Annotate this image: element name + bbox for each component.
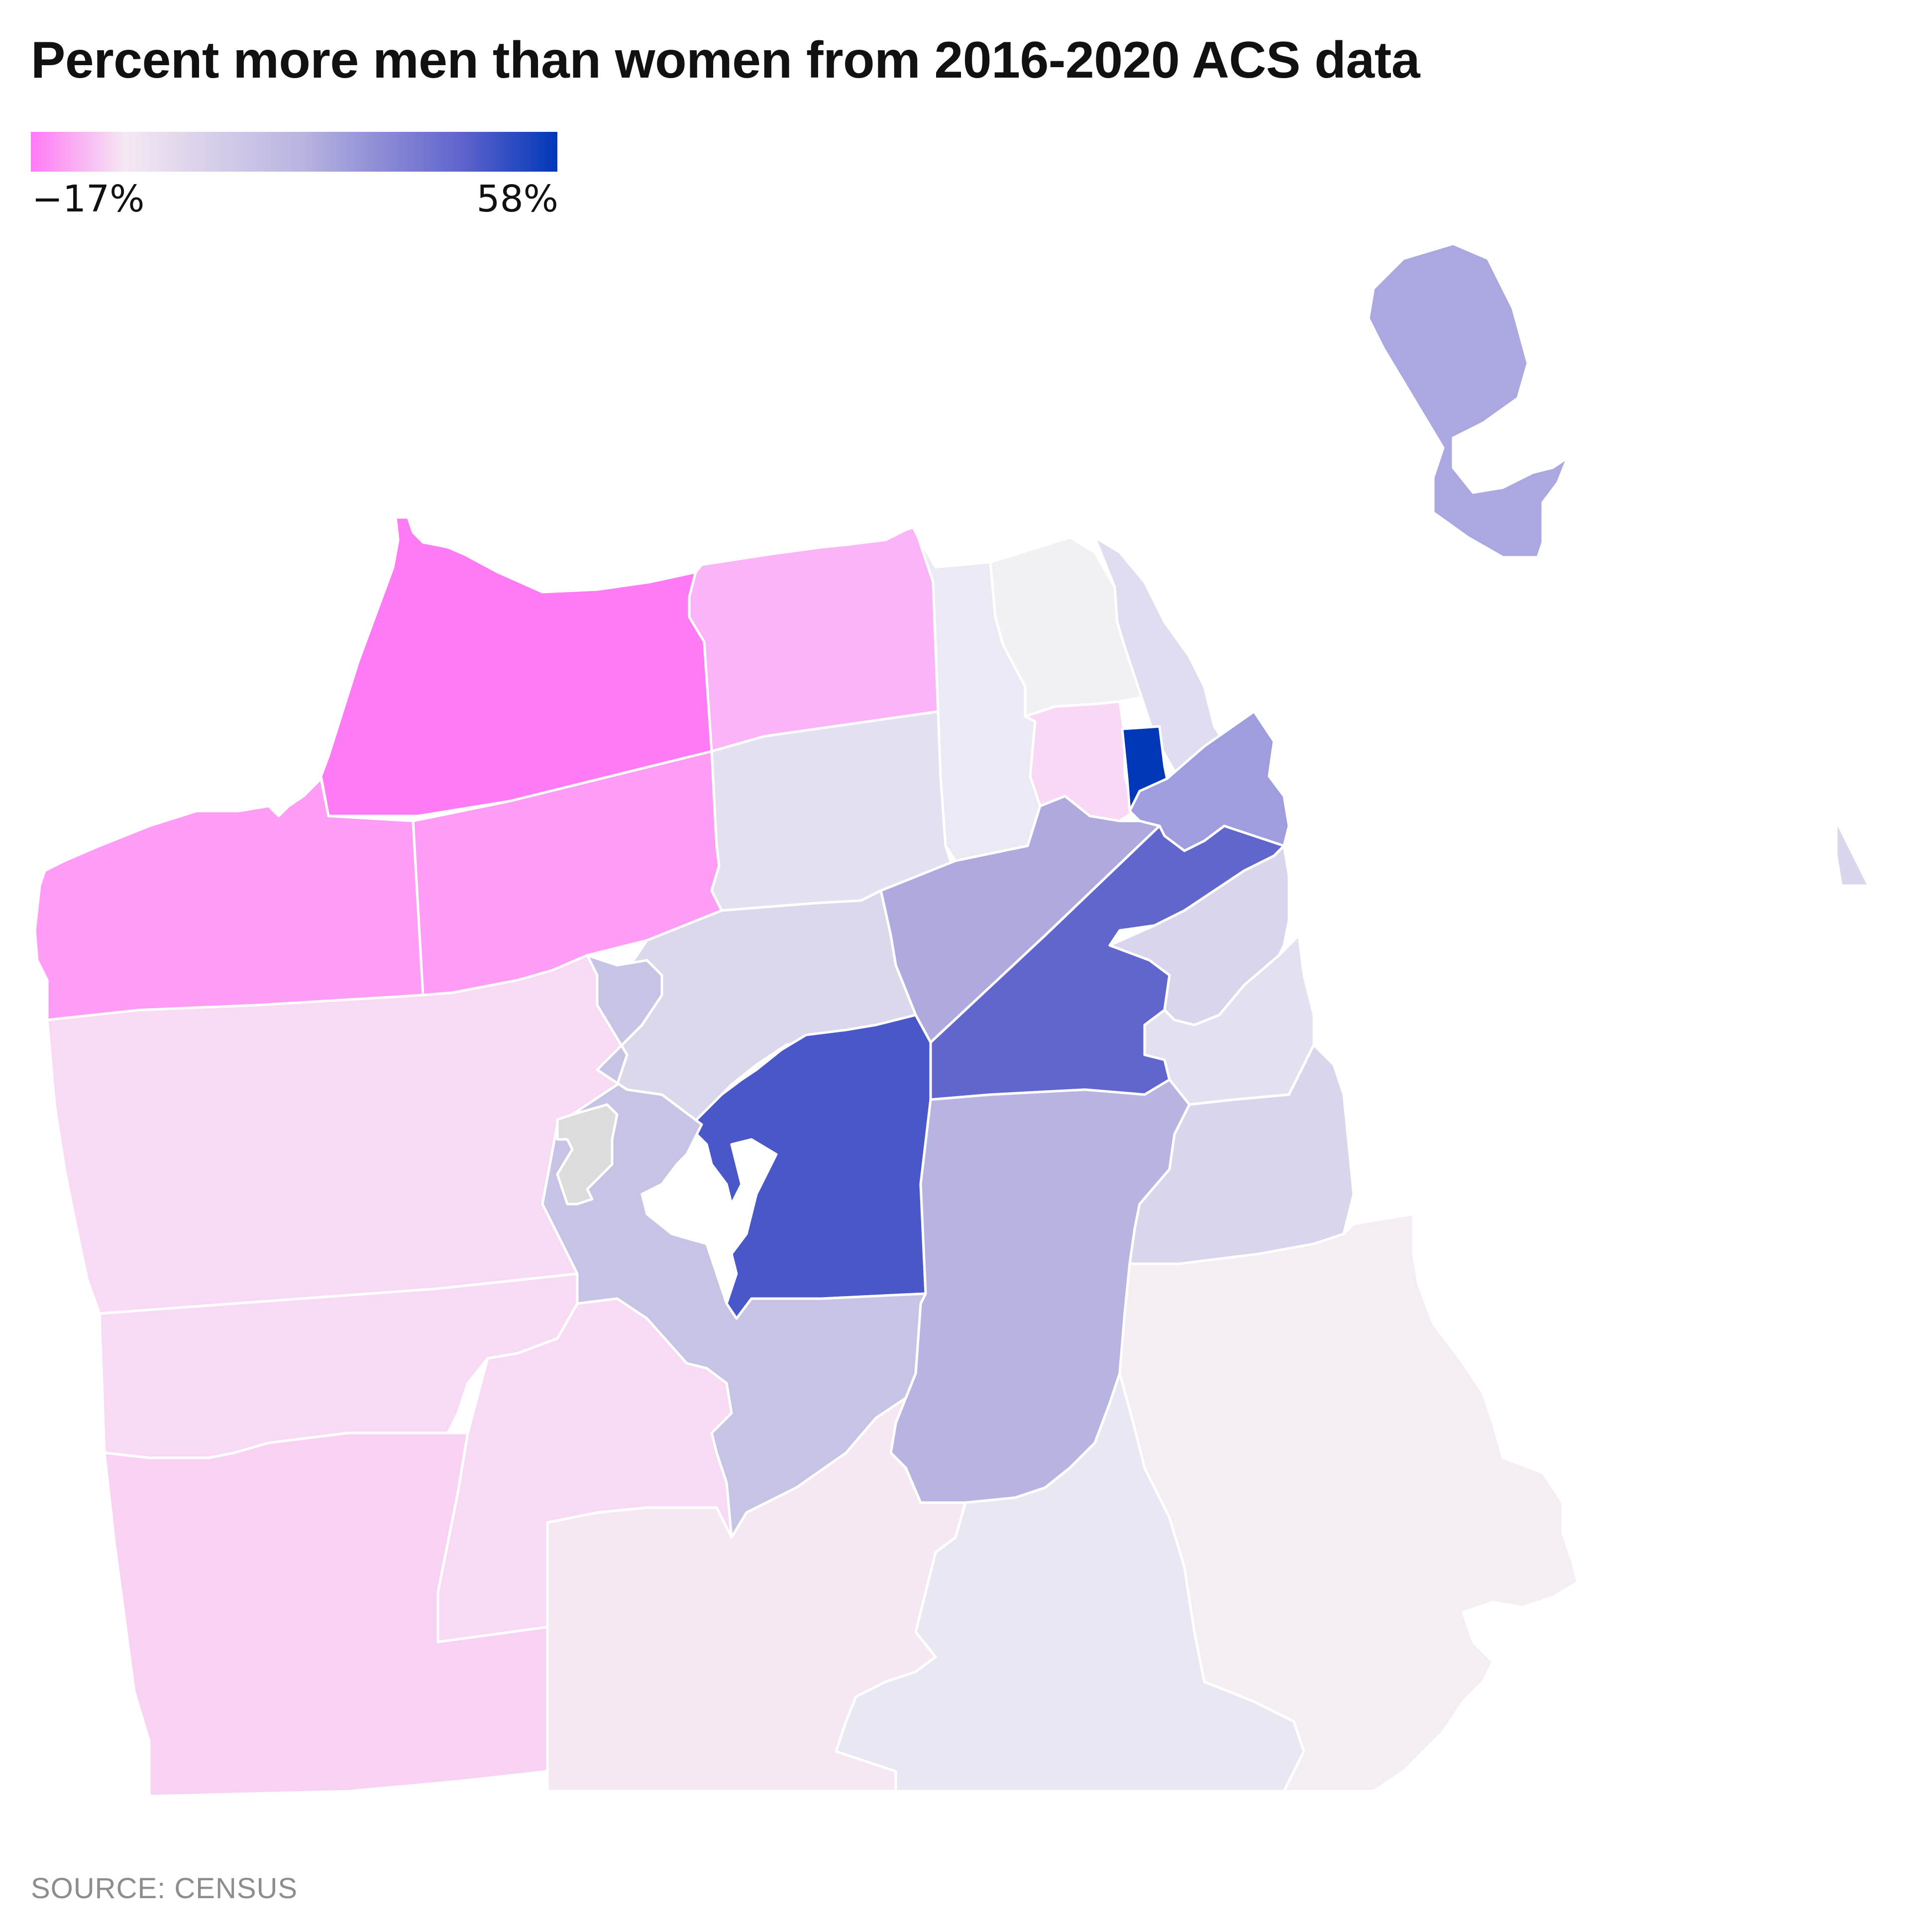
region-treasure-island: [1367, 242, 1569, 559]
legend-gradient-bar: [31, 132, 557, 172]
region-twin-peaks: [541, 954, 927, 1539]
source-note: SOURCE: CENSUS: [31, 1872, 298, 1905]
chart-title: Percent more men than women from 2016-20…: [31, 31, 1420, 89]
legend-max-label: 58%: [476, 178, 558, 220]
legend-min-label: −17%: [32, 178, 145, 220]
region-chinatown: [1024, 700, 1136, 822]
region-bayview: [1118, 1213, 1579, 1793]
region-north-beach: [989, 536, 1146, 718]
region-yerba-buena: [1835, 819, 1870, 887]
region-parkside: [436, 1297, 733, 1643]
region-mount-sutro: [556, 1103, 619, 1206]
color-legend: −17% 58%: [31, 132, 558, 231]
